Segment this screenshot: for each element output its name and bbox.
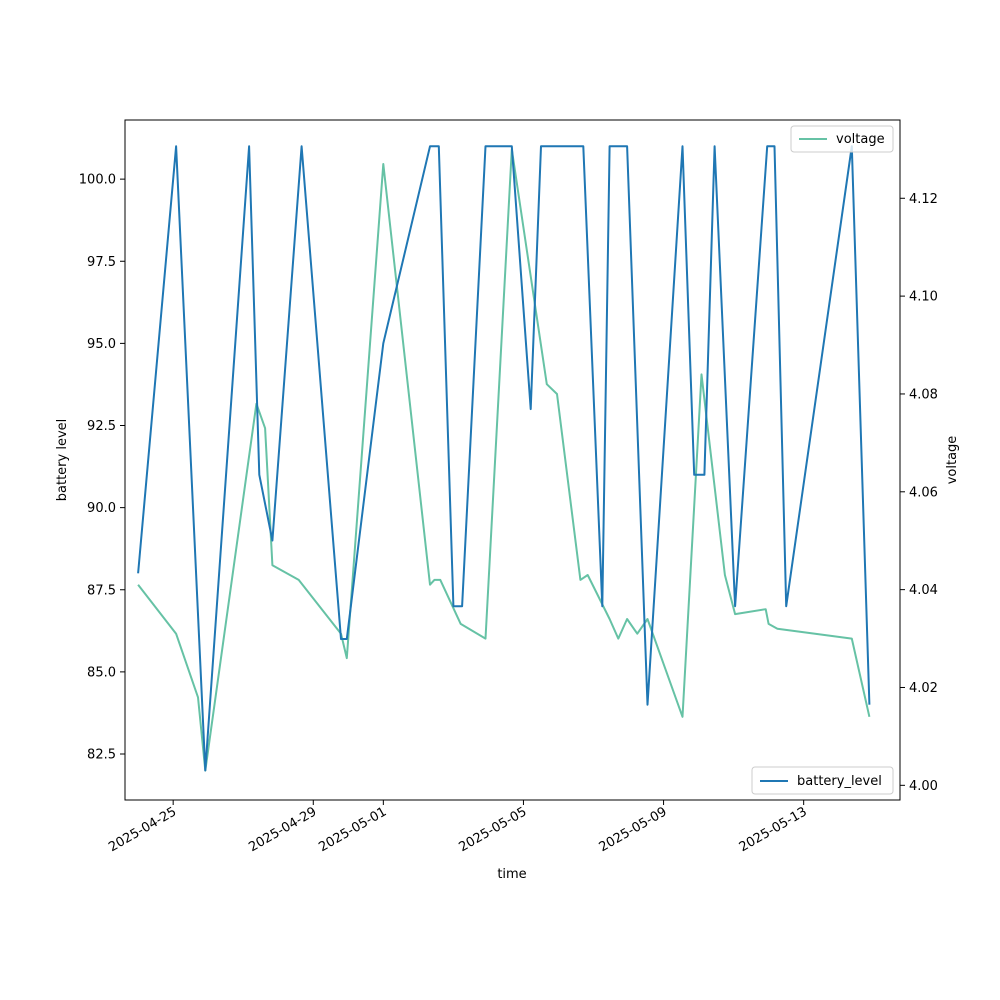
legend-voltage-label: voltage (836, 132, 885, 147)
y-left-tick-label: 92.5 (87, 419, 116, 434)
y-right-tick-label: 4.04 (909, 583, 938, 598)
legend-voltage: voltage (790, 125, 894, 153)
y-right-tick-label: 4.02 (909, 681, 938, 696)
y-axis-right-label: voltage (945, 436, 960, 485)
y-right-tick-label: 4.12 (909, 192, 938, 207)
y-axis-right: 4.00 4.02 4.04 4.06 4.08 4.10 4.12 (900, 192, 938, 794)
series-line-voltage (137, 148, 871, 772)
y-left-tick-label: 82.5 (87, 748, 116, 763)
y-right-tick-label: 4.06 (909, 485, 938, 500)
y-right-tick-label: 4.08 (909, 387, 938, 402)
y-axis-left-label: battery level (55, 419, 70, 502)
legend-battery-level-label: battery_level (797, 774, 882, 789)
y-left-tick-label: 87.5 (87, 583, 116, 598)
y-axis-left: 82.5 85.0 87.5 90.0 92.5 95.0 97.5 100.0 (79, 173, 125, 763)
y-right-tick-label: 4.10 (909, 290, 938, 305)
y-left-tick-label: 85.0 (87, 665, 116, 680)
legend-battery-level-box (751, 766, 894, 795)
y-right-tick-label: 4.00 (909, 779, 938, 794)
plot-frame (124, 119, 901, 801)
series-line-battery-level (137, 145, 871, 772)
plot-lines (137, 145, 871, 772)
y-left-tick-label: 97.5 (87, 255, 116, 270)
y-left-tick-label: 100.0 (79, 173, 116, 188)
y-left-tick-label: 95.0 (87, 337, 116, 352)
legend-voltage-box (790, 125, 894, 153)
y-left-tick-label: 90.0 (87, 501, 116, 516)
legend-battery-level: battery_level (751, 766, 894, 795)
x-axis-label: time (497, 867, 526, 882)
